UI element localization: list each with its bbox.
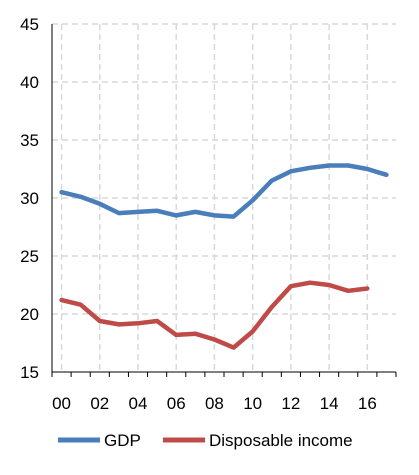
- x-tick-label: 16: [358, 394, 377, 413]
- x-tick-label: 12: [281, 394, 300, 413]
- x-tick-label: 10: [243, 394, 262, 413]
- x-tick-label: 04: [129, 394, 148, 413]
- x-tick-label: 00: [52, 394, 71, 413]
- y-tick-label: 15: [20, 363, 39, 382]
- x-tick-label: 08: [205, 394, 224, 413]
- legend: GDP Disposable income: [58, 431, 353, 450]
- y-tick-label: 35: [20, 131, 39, 150]
- y-tick-label: 45: [20, 15, 39, 34]
- y-tick-label: 30: [20, 189, 39, 208]
- x-axis: 00 02 04 06 08 10 12 14 16: [51, 371, 397, 413]
- y-tick-label: 25: [20, 247, 39, 266]
- x-tick-label: 06: [167, 394, 186, 413]
- x-tick-label: 14: [320, 394, 339, 413]
- y-tick-label: 40: [20, 73, 39, 92]
- series-lines: [59, 163, 389, 350]
- x-tick-label: 02: [90, 394, 109, 413]
- series-line-gdp: [59, 163, 389, 219]
- series-line-disposable-income: [59, 280, 370, 350]
- y-tick-label: 20: [20, 305, 39, 324]
- y-axis: 15 20 25 30 35 40 45: [20, 15, 53, 382]
- legend-label-gdp: GDP: [104, 431, 141, 450]
- legend-label-disposable-income: Disposable income: [209, 431, 353, 450]
